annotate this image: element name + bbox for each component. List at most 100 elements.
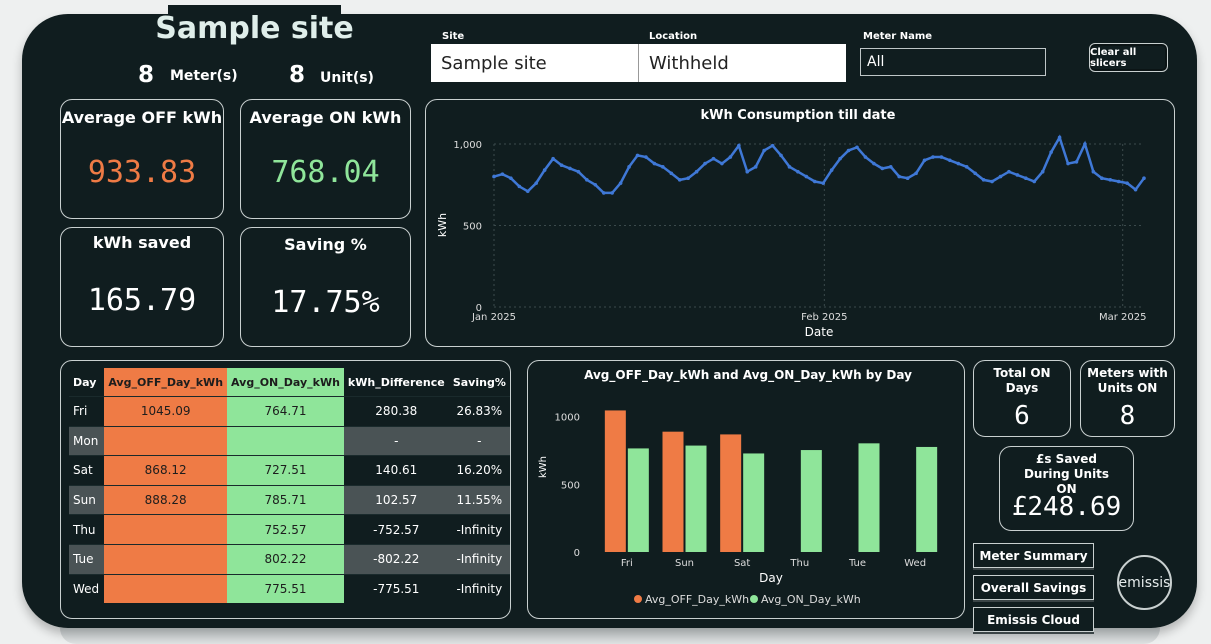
cell-saving: 11.55%: [448, 484, 510, 515]
consumption-point: [846, 148, 851, 153]
cell-avg-on: [227, 425, 344, 456]
cell-saving: -Infinity: [448, 543, 510, 575]
cell-avg-off: [104, 573, 228, 604]
col-header-saving[interactable]: Saving%: [452, 375, 506, 389]
kwh-saved-title: kWh saved: [92, 233, 192, 252]
bar-avg-on: [916, 446, 938, 552]
consumption-point: [787, 165, 792, 169]
location-slicer[interactable]: Withheld: [638, 44, 846, 82]
cell-avg-on: 802.22: [227, 543, 344, 575]
table-row: Sat 868.12 727.51 140.61 16.20%: [69, 455, 510, 486]
cell-kwh-difference: -: [343, 425, 449, 456]
x-tick-label: Jan 2025: [471, 312, 516, 323]
bar-avg-on: [627, 448, 649, 552]
consumption-point: [728, 155, 733, 159]
col-header-day[interactable]: Day: [73, 375, 97, 389]
x-tick-label: Thu: [789, 558, 809, 569]
y-tick-label: 1,000: [453, 140, 482, 151]
table-row: Wed 775.51 -775.51 -Infinity: [69, 573, 510, 604]
consumption-point: [981, 178, 986, 182]
consumption-point: [1057, 135, 1062, 140]
cell-avg-on: 727.51: [227, 455, 344, 486]
consumption-point: [737, 143, 741, 148]
unit-count-label: Unit(s): [320, 70, 374, 86]
overall-savings-button[interactable]: Overall Savings: [973, 575, 1094, 600]
consumption-point: [762, 148, 766, 153]
consumption-point: [1007, 169, 1011, 174]
saving-percent-value: 17.75%: [271, 285, 380, 320]
bar-avg-on: [858, 443, 880, 552]
consumption-point: [551, 156, 555, 161]
col-header-kwh-difference[interactable]: kWh_Difference: [347, 375, 445, 389]
bar-avg-on: [743, 453, 765, 552]
avg-off-value: 933.83: [87, 155, 197, 190]
consumption-chart-card: kWh Consumption till date 0 500 1,000 Jan 20…: [425, 99, 1175, 347]
cell-avg-off: 888.28: [104, 484, 228, 515]
line-chart-title: kWh Consumption till date: [701, 108, 896, 123]
consumption-point: [821, 181, 826, 185]
emissis-cloud-button[interactable]: Emissis Cloud: [973, 607, 1094, 632]
consumption-point: [542, 168, 547, 172]
consumption-point: [1015, 173, 1020, 177]
y-axis-label: kWh: [436, 213, 449, 237]
cell-saving: 26.83%: [448, 396, 510, 427]
consumption-point: [525, 189, 530, 194]
cell-day: Tue: [69, 543, 105, 575]
consumption-point: [829, 168, 834, 172]
x-tick-label: Feb 2025: [801, 312, 847, 323]
avg-on-value: 768.04: [271, 155, 380, 190]
avg-on-title: Average ON kWh: [249, 108, 402, 127]
consumption-point: [888, 165, 893, 169]
table-header-row: Day Avg_OFF_Day_kWh Avg_ON_Day_kWh kWh_D…: [69, 368, 510, 397]
meter-name-slicer-label: Meter Name: [863, 31, 933, 42]
cell-avg-off: [104, 425, 228, 456]
consumption-point: [703, 161, 707, 166]
cell-avg-on: 785.71: [227, 484, 344, 515]
table-row: Sun 888.28 785.71 102.57 11.55%: [69, 484, 510, 515]
kwh-saved-card: kWh saved 165.79: [60, 227, 224, 347]
table-row: Mon - -: [69, 425, 510, 456]
col-header-avg-off[interactable]: Avg_OFF_Day_kWh: [104, 368, 228, 397]
x-tick-label: Wed: [904, 558, 926, 569]
consumption-point: [711, 156, 716, 161]
meters-on-title: Meters with Units ON: [1087, 366, 1168, 395]
cell-avg-on: 775.51: [227, 573, 344, 604]
consumption-point: [1083, 142, 1087, 146]
consumption-point: [1125, 181, 1129, 185]
consumption-point: [644, 155, 648, 159]
cell-kwh-difference: -752.57: [343, 514, 449, 545]
legend-marker-off: [634, 595, 642, 603]
cell-kwh-difference: 140.61: [343, 455, 449, 486]
cell-saving: -Infinity: [448, 514, 510, 545]
consumption-point: [568, 166, 572, 171]
consumption-point: [1091, 169, 1096, 174]
cell-kwh-difference: 280.38: [343, 396, 449, 427]
consumption-point: [973, 171, 977, 176]
meter-name-slicer[interactable]: All: [860, 48, 1046, 76]
clear-slicers-button[interactable]: Clear all slicers: [1089, 43, 1168, 72]
consumption-point: [661, 165, 665, 169]
cell-day: Sun: [69, 484, 105, 515]
bar-avg-off: [604, 410, 626, 552]
x-tick-label: Fri: [621, 558, 633, 569]
cell-avg-on: 752.57: [227, 514, 344, 545]
consumption-point: [694, 169, 699, 174]
table-row: Thu 752.57 -752.57 -Infinity: [69, 514, 510, 545]
consumption-point: [601, 191, 606, 195]
table-row: Fri 1045.09 764.71 280.38 26.83%: [69, 396, 510, 427]
site-slicer[interactable]: Sample site: [431, 44, 638, 82]
y-tick-label: 500: [463, 222, 482, 233]
legend-label-off: Avg_OFF_Day_kWh: [645, 593, 749, 606]
x-tick-label: Sat: [734, 558, 750, 569]
consumption-point: [1074, 160, 1079, 164]
consumption-point: [905, 176, 910, 181]
total-on-days-title: Total ON Days: [993, 366, 1051, 395]
col-header-avg-on[interactable]: Avg_ON_Day_kWh: [227, 368, 344, 397]
cell-day: Mon: [69, 425, 105, 456]
consumption-point: [1040, 169, 1045, 174]
consumption-point: [559, 163, 564, 167]
consumption-point: [990, 179, 994, 184]
cell-avg-off: [104, 543, 228, 575]
meter-summary-button[interactable]: Meter Summary: [973, 543, 1094, 568]
consumption-point: [593, 182, 598, 187]
